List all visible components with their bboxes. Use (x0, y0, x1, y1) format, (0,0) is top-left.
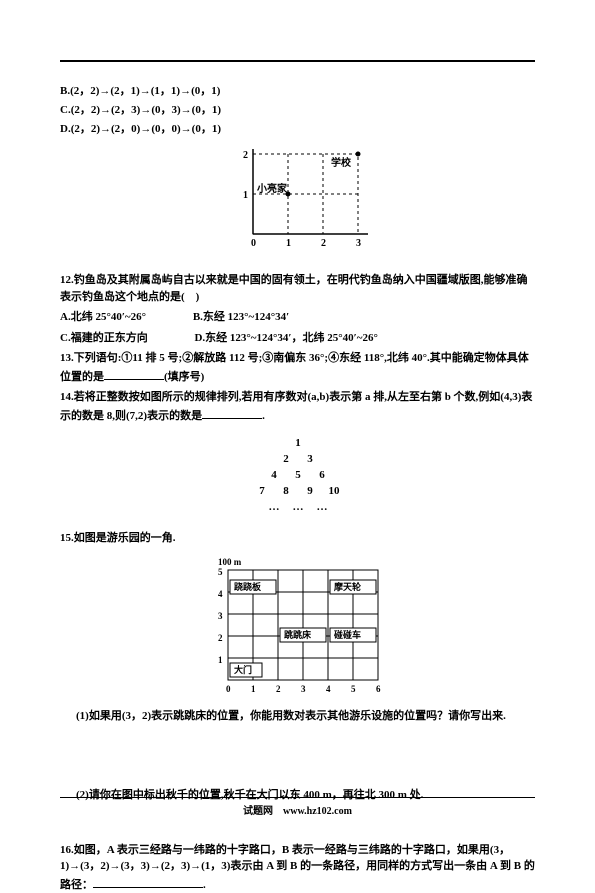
tri-r2-2: 6 (319, 469, 325, 481)
xlabel-0: 0 (251, 238, 256, 249)
option-c: C.(2，2)→(2，3)→(0，3)→(0，1) (60, 101, 535, 117)
fig2-x2: 2 (276, 684, 281, 694)
school-label: 学校 (331, 156, 352, 169)
tri-r1-0: 2 (283, 453, 289, 465)
fig2-x0: 0 (226, 684, 231, 694)
q14-tail: . (262, 410, 265, 422)
figure-park-grid: 100 m 5 4 3 2 1 0 1 2 (198, 555, 398, 700)
option-b: B.(2，2)→(2，1)→(1，1)→(0，1) (60, 82, 535, 98)
q12-row1: A.北纬 25°40′~26° B.东经 123°~124°34′ (60, 309, 535, 326)
fig2-y2: 2 (218, 633, 223, 643)
footer-text: 试题网 www.hz102.com (243, 806, 352, 817)
q15-sub1: (1)如果用(3，2)表示跳跳床的位置，你能用数对表示其他游乐设施的位置吗？请你… (60, 708, 535, 725)
q16: 16.如图，A 表示三经路与一纬路的十字路口，B 表示一经路与三纬路的十字路口，… (60, 842, 535, 893)
tri-r3-0: 7 (259, 485, 265, 497)
q13: 13.下列语句:①11 排 5 号;②解放路 112 号;③南偏东 36°;④东… (60, 350, 535, 385)
fig2-top-label: 100 m (218, 557, 242, 567)
fig2-slide: 跷跷板 (234, 581, 262, 592)
q12-d: D.东经 123°~124°34′，北纬 25°40′~26° (194, 332, 377, 344)
q14-blank[interactable] (202, 406, 262, 419)
tri-r1-1: 3 (307, 453, 313, 465)
fig2-y1: 1 (218, 655, 223, 665)
q12-b: B.东经 123°~124°34′ (193, 311, 289, 323)
tri-r3-3: 10 (328, 485, 340, 497)
fig2-x5: 5 (351, 684, 356, 694)
tri-r2-1: 5 (295, 469, 301, 481)
q12-row2: C.福建的正东方向 D.东经 123°~124°34′，北纬 25°40′~26… (60, 330, 535, 347)
q12-stem: 12.钓鱼岛及其附属岛屿自古以来就是中国的固有领土，在明代钓鱼岛纳入中国疆域版图… (60, 272, 535, 305)
tri-r3-2: 9 (307, 485, 313, 497)
q16-tail: . (203, 879, 206, 891)
fig2-x1: 1 (251, 684, 256, 694)
q15-stem: 15.如图是游乐园的一角. (60, 530, 535, 547)
xlabel-1: 1 (286, 238, 291, 249)
fig2-y5: 5 (218, 567, 223, 577)
home-label: 小亮家 (256, 182, 288, 195)
fig2-ferris: 摩天轮 (334, 581, 361, 592)
q13-tail: (填序号) (164, 371, 204, 383)
q14: 14.若将正整数按如图所示的规律排列,若用有序数对(a,b)表示第 a 排,从左… (60, 389, 535, 424)
xlabel-3: 3 (356, 238, 361, 249)
tri-r2-0: 4 (271, 469, 277, 481)
fig2-bumper: 碰碰车 (333, 629, 361, 640)
page-footer: 试题网 www.hz102.com (0, 797, 595, 817)
tri-r4-0: … (268, 501, 279, 513)
tri-r4-1: … (292, 501, 303, 513)
q16-blank[interactable] (93, 875, 203, 888)
fig2-y4: 4 (218, 589, 223, 599)
xlabel-2: 2 (321, 238, 326, 249)
q12-a: A.北纬 25°40′~26° (60, 311, 146, 323)
tri-r3-1: 8 (283, 485, 289, 497)
option-d: D.(2，2)→(2，0)→(0，0)→(0，1) (60, 120, 535, 136)
ylabel-2: 2 (243, 150, 248, 161)
q12-c: C.福建的正东方向 (60, 332, 148, 344)
fig2-x4: 4 (326, 684, 331, 694)
ylabel-1: 1 (243, 190, 248, 201)
fig2-gate: 大门 (234, 664, 252, 675)
fig2-x3: 3 (301, 684, 306, 694)
figure-grid-home-school: 0 1 2 3 1 2 小亮家 学校 (223, 144, 373, 264)
fig2-y3: 3 (218, 611, 223, 621)
q13-blank[interactable] (104, 367, 164, 380)
tri-r0-0: 1 (295, 437, 301, 449)
fig2-x6: 6 (376, 684, 381, 694)
fig2-tramp: 跳跳床 (284, 629, 312, 640)
q14-stem: 14.若将正整数按如图所示的规律排列,若用有序数对(a,b)表示第 a 排,从左… (60, 391, 532, 422)
tri-r4-2: … (316, 501, 327, 513)
figure-number-triangle: 1 2 3 4 5 6 7 8 9 10 … … … (218, 432, 378, 522)
